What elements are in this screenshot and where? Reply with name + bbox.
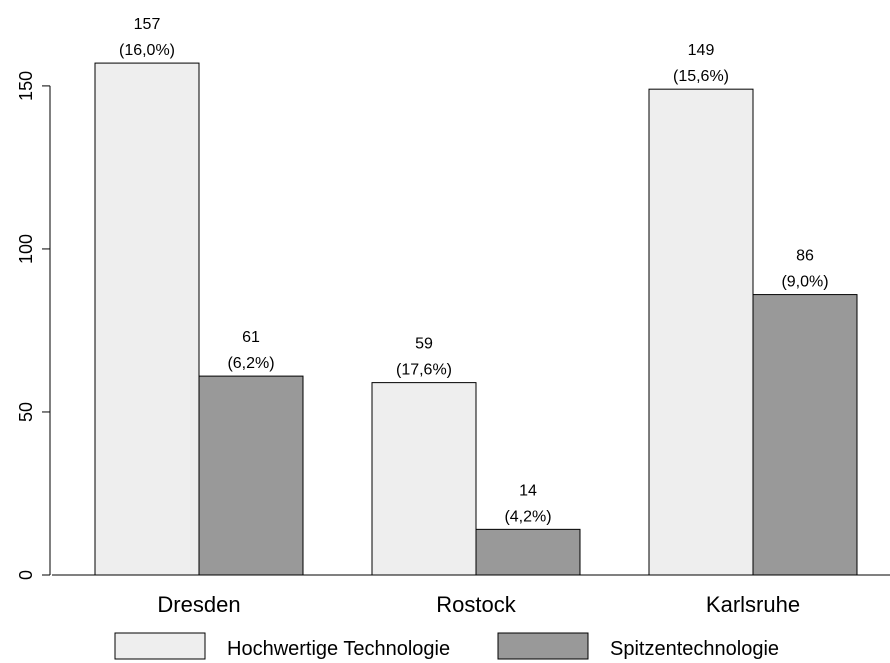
y-tick-label: 150 [16,71,36,101]
legend-swatch [114,632,206,660]
x-tick-label: Dresden [157,592,240,617]
value-label: 14 [519,482,537,499]
y-tick-label: 0 [16,570,36,580]
share-label: (15,6%) [673,68,729,85]
x-tick-label: Karlsruhe [706,592,800,617]
bar [94,62,200,576]
value-label: 61 [242,329,260,346]
bar [475,528,581,576]
bar [752,294,858,576]
value-label: 86 [796,248,814,265]
share-label: (4,2%) [504,508,551,525]
bar [648,88,754,576]
value-label: 59 [415,336,433,353]
share-label: (6,2%) [227,355,274,372]
share-label: (17,6%) [396,362,452,379]
y-tick-label: 50 [16,402,36,422]
bar [371,382,477,576]
bar [198,375,304,576]
value-label: 157 [134,16,161,33]
share-label: (9,0%) [781,274,828,291]
share-label: (16,0%) [119,42,175,59]
y-tick-label: 100 [16,234,36,264]
legend-label: Hochwertige Technologie [227,638,450,660]
legend-label: Spitzentechnologie [610,638,779,660]
legend-swatch [497,632,589,660]
x-tick-label: Rostock [436,592,516,617]
value-label: 149 [688,42,715,59]
